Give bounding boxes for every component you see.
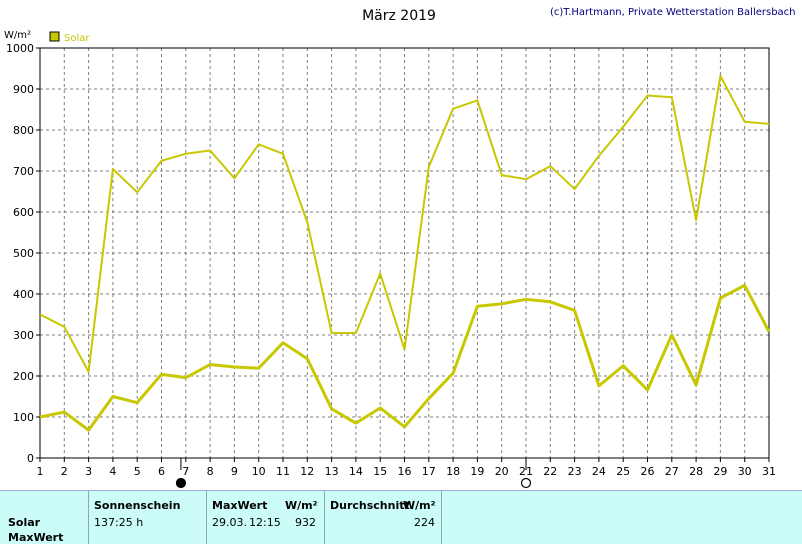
x-tick-label: 13 [325, 465, 339, 478]
maxwert-value: 932 [295, 516, 316, 529]
y-tick-label: 400 [13, 288, 34, 301]
copyright-text: (c)T.Hartmann, Private Wetterstation Bal… [550, 7, 796, 18]
y-tick-label: 500 [13, 247, 34, 260]
stats-durchschnitt-column: Durchschnitt W/m² 224 [325, 491, 442, 544]
legend-swatch [49, 31, 60, 42]
x-tick-label: 2 [61, 465, 68, 478]
x-tick-label: 24 [592, 465, 606, 478]
y-tick-label: 900 [13, 83, 34, 96]
y-tick-label: 200 [13, 370, 34, 383]
sonnenschein-header: Sonnenschein [94, 499, 181, 512]
x-tick-label: 12 [300, 465, 314, 478]
moon-phases [175, 458, 532, 489]
maxwert-date: 29.03. [212, 516, 247, 529]
x-tick-label: 4 [109, 465, 116, 478]
maxwert-unit: W/m² [285, 499, 318, 512]
x-tick-label: 14 [349, 465, 363, 478]
x-tick-label: 26 [641, 465, 655, 478]
stats-sonnenschein-column: Sonnenschein 137:25 h [89, 491, 207, 544]
maxwert-header: MaxWert [212, 499, 268, 512]
new-moon-icon [175, 477, 187, 489]
maxwert-time: 12:15 [249, 516, 281, 529]
y-tick-label: 300 [13, 329, 34, 342]
x-tick-label: 8 [207, 465, 214, 478]
legend-label: Solar [64, 33, 90, 44]
x-tick-label: 9 [231, 465, 238, 478]
x-tick-label: 19 [470, 465, 484, 478]
y-tick-label: 700 [13, 165, 34, 178]
x-tick-label: 1 [37, 465, 44, 478]
x-tick-label: 23 [568, 465, 582, 478]
chart-title: März 2019 [362, 8, 436, 24]
series-line-average [39, 283, 771, 432]
stats-maxwert-column: MaxWert W/m² 29.03. 12:15 932 [207, 491, 325, 544]
x-tick-label: 15 [373, 465, 387, 478]
x-tick-label: 20 [495, 465, 509, 478]
y-tick-label: 0 [27, 452, 34, 465]
x-tick-label: 3 [85, 465, 92, 478]
x-tick-label: 16 [398, 465, 412, 478]
x-tick-label: 22 [543, 465, 557, 478]
statistics-panel: Solar MaxWert Sonnenschein 137:25 h MaxW… [0, 490, 802, 544]
x-tick-label: 7 [182, 465, 189, 478]
durchschnitt-value: 224 [414, 516, 435, 529]
x-tick-label: 21 [519, 465, 533, 478]
x-tick-label: 18 [446, 465, 460, 478]
y-tick-label: 800 [13, 124, 34, 137]
y-tick-label: 1000 [6, 42, 34, 55]
x-tick-label: 28 [689, 465, 703, 478]
series-line-maximum [39, 74, 770, 373]
chart: März 2019 (c)T.Hartmann, Private Wetters… [4, 7, 796, 489]
x-tick-label: 17 [422, 465, 436, 478]
series-lines [39, 74, 771, 432]
sonnenschein-value: 137:25 h [94, 516, 144, 529]
x-tick-label: 11 [276, 465, 290, 478]
x-tick-label: 29 [713, 465, 727, 478]
x-tick-label: 5 [134, 465, 141, 478]
y-axis-unit: W/m² [4, 30, 31, 41]
durchschnitt-unit: W/m² [403, 499, 436, 512]
y-tick-label: 100 [13, 411, 34, 424]
plot-area-border [39, 47, 770, 459]
full-moon-icon [520, 477, 532, 489]
x-axis-ticks: 1 2 3 4 5 6 7 8 9 10 11 12 13 14 15 16 17 18 19 20 21 22 23 24 2… [37, 458, 776, 478]
grid [39, 47, 770, 459]
x-tick-label: 6 [158, 465, 165, 478]
y-tick-label: 600 [13, 206, 34, 219]
x-tick-label: 27 [665, 465, 679, 478]
x-tick-label: 25 [616, 465, 630, 478]
x-tick-label: 31 [762, 465, 776, 478]
x-tick-label: 30 [738, 465, 752, 478]
stats-row-label-solar: Solar [8, 516, 41, 529]
durchschnitt-header: Durchschnitt [330, 499, 410, 512]
stats-row-label-maxwert: MaxWert [8, 531, 64, 544]
y-axis-ticks: 0 100 200 300 400 500 600 700 800 900 1000 [6, 42, 40, 465]
stats-label-column: Solar MaxWert [0, 491, 89, 544]
x-tick-label: 10 [252, 465, 266, 478]
